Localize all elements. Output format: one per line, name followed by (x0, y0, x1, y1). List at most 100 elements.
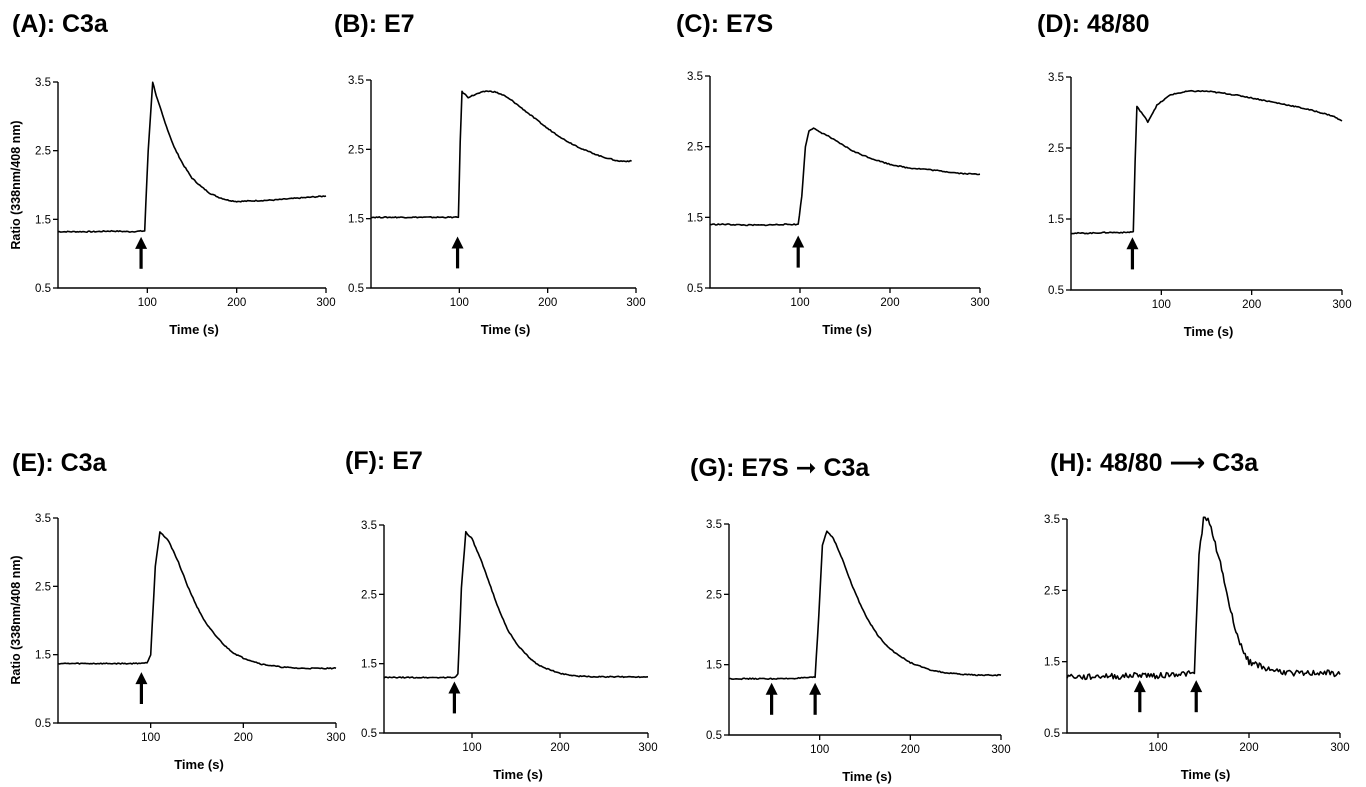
x-tick-label: 100 (810, 744, 829, 756)
y-tick-label: 0.5 (1044, 728, 1060, 740)
x-tick-label: 300 (638, 742, 657, 754)
stimulus-arrow-icon (448, 681, 461, 714)
x-axis-label: Time (s) (174, 757, 224, 772)
stimulus-arrow-icon (135, 672, 148, 704)
y-tick-label: 2.5 (1044, 585, 1060, 597)
series-line (383, 530, 649, 679)
y-tick-label: 0.5 (361, 728, 377, 740)
y-tick-label: 2.5 (348, 144, 364, 156)
stimulus-arrow-icon (451, 236, 464, 269)
x-tick-label: 100 (450, 297, 469, 309)
y-tick-label: 3.5 (35, 513, 51, 525)
y-tick-label: 3.5 (348, 75, 364, 87)
y-tick-label: 3.5 (361, 520, 377, 532)
x-axis-label: Time (s) (493, 767, 543, 782)
x-tick-label: 300 (326, 732, 345, 744)
y-tick-label: 0.5 (706, 730, 722, 742)
series-line (57, 531, 337, 670)
x-tick-label: 300 (1332, 299, 1351, 311)
x-tick-label: 300 (970, 297, 989, 309)
y-tick-label: 2.5 (706, 589, 722, 601)
y-tick-label: 1.5 (35, 214, 51, 226)
y-tick-label: 2.5 (361, 589, 377, 601)
panel-title: (A): C3a (12, 10, 108, 38)
x-axis-label: Time (s) (1184, 324, 1234, 339)
series-line (709, 127, 981, 227)
panel-title: (E): C3a (12, 449, 107, 477)
x-tick-label: 200 (1239, 742, 1258, 754)
y-tick-label: 0.5 (348, 283, 364, 295)
x-tick-label: 300 (316, 297, 335, 309)
panel-title: (D): 48/80 (1037, 10, 1150, 38)
x-tick-label: 300 (1330, 742, 1349, 754)
y-tick-label: 3.5 (1044, 514, 1060, 526)
y-tick-label: 0.5 (35, 718, 51, 730)
y-tick-label: 1.5 (361, 659, 377, 671)
panel-title: (F): E7 (345, 447, 423, 475)
x-tick-label: 200 (1242, 299, 1261, 311)
x-tick-label: 100 (138, 297, 157, 309)
y-tick-label: 3.5 (687, 71, 703, 83)
x-tick-label: 300 (626, 297, 645, 309)
y-tick-label: 2.5 (1048, 143, 1064, 155)
series-line (728, 530, 1002, 681)
stimulus-arrow-icon (1133, 680, 1146, 713)
series-line (1070, 89, 1343, 235)
axes (1066, 519, 1340, 734)
y-tick-label: 2.5 (687, 142, 703, 154)
x-tick-label: 200 (227, 297, 246, 309)
panel-title: (B): E7 (334, 10, 415, 38)
x-tick-label: 100 (1148, 742, 1167, 754)
x-axis-label: Time (s) (822, 322, 872, 337)
y-tick-label: 2.5 (35, 146, 51, 158)
x-tick-label: 200 (538, 297, 557, 309)
stimulus-arrow-icon (1126, 237, 1139, 270)
y-tick-label: 1.5 (35, 650, 51, 662)
y-tick-label: 3.5 (1048, 72, 1064, 84)
y-tick-label: 3.5 (706, 519, 722, 531)
y-tick-label: 0.5 (687, 283, 703, 295)
panel-title: (H): 48/80 ⟶ C3a (1050, 449, 1259, 477)
y-tick-label: 1.5 (706, 660, 722, 672)
series-line (1066, 516, 1341, 681)
panel-title: (G): E7S ➞ C3a (690, 454, 870, 482)
panel-title: (C): E7S (676, 10, 774, 38)
x-tick-label: 100 (462, 742, 481, 754)
x-tick-label: 200 (880, 297, 899, 309)
y-tick-label: 1.5 (1044, 657, 1060, 669)
x-tick-label: 100 (790, 297, 809, 309)
x-tick-label: 200 (901, 744, 920, 756)
y-tick-label: 0.5 (35, 283, 51, 295)
x-axis-label: Time (s) (842, 769, 892, 784)
x-tick-label: 300 (991, 744, 1010, 756)
series-line (370, 90, 632, 219)
y-tick-label: 1.5 (1048, 214, 1064, 226)
x-tick-label: 200 (234, 732, 253, 744)
y-tick-label: 1.5 (348, 214, 364, 226)
stimulus-arrow-icon (1190, 680, 1203, 713)
y-tick-label: 3.5 (35, 77, 51, 89)
x-axis-label: Time (s) (481, 322, 531, 337)
x-tick-label: 100 (1152, 299, 1171, 311)
x-axis-label: Time (s) (1181, 767, 1231, 782)
y-tick-label: 1.5 (687, 212, 703, 224)
x-axis-label: Time (s) (169, 322, 219, 337)
x-tick-label: 200 (550, 742, 569, 754)
y-tick-label: 2.5 (35, 581, 51, 593)
stimulus-arrow-icon (765, 682, 778, 715)
stimulus-arrow-icon (135, 236, 148, 269)
stimulus-arrow-icon (792, 235, 805, 268)
series-line (57, 81, 327, 233)
y-tick-label: 0.5 (1048, 285, 1064, 297)
stimulus-arrow-icon (809, 682, 822, 715)
x-tick-label: 100 (141, 732, 160, 744)
